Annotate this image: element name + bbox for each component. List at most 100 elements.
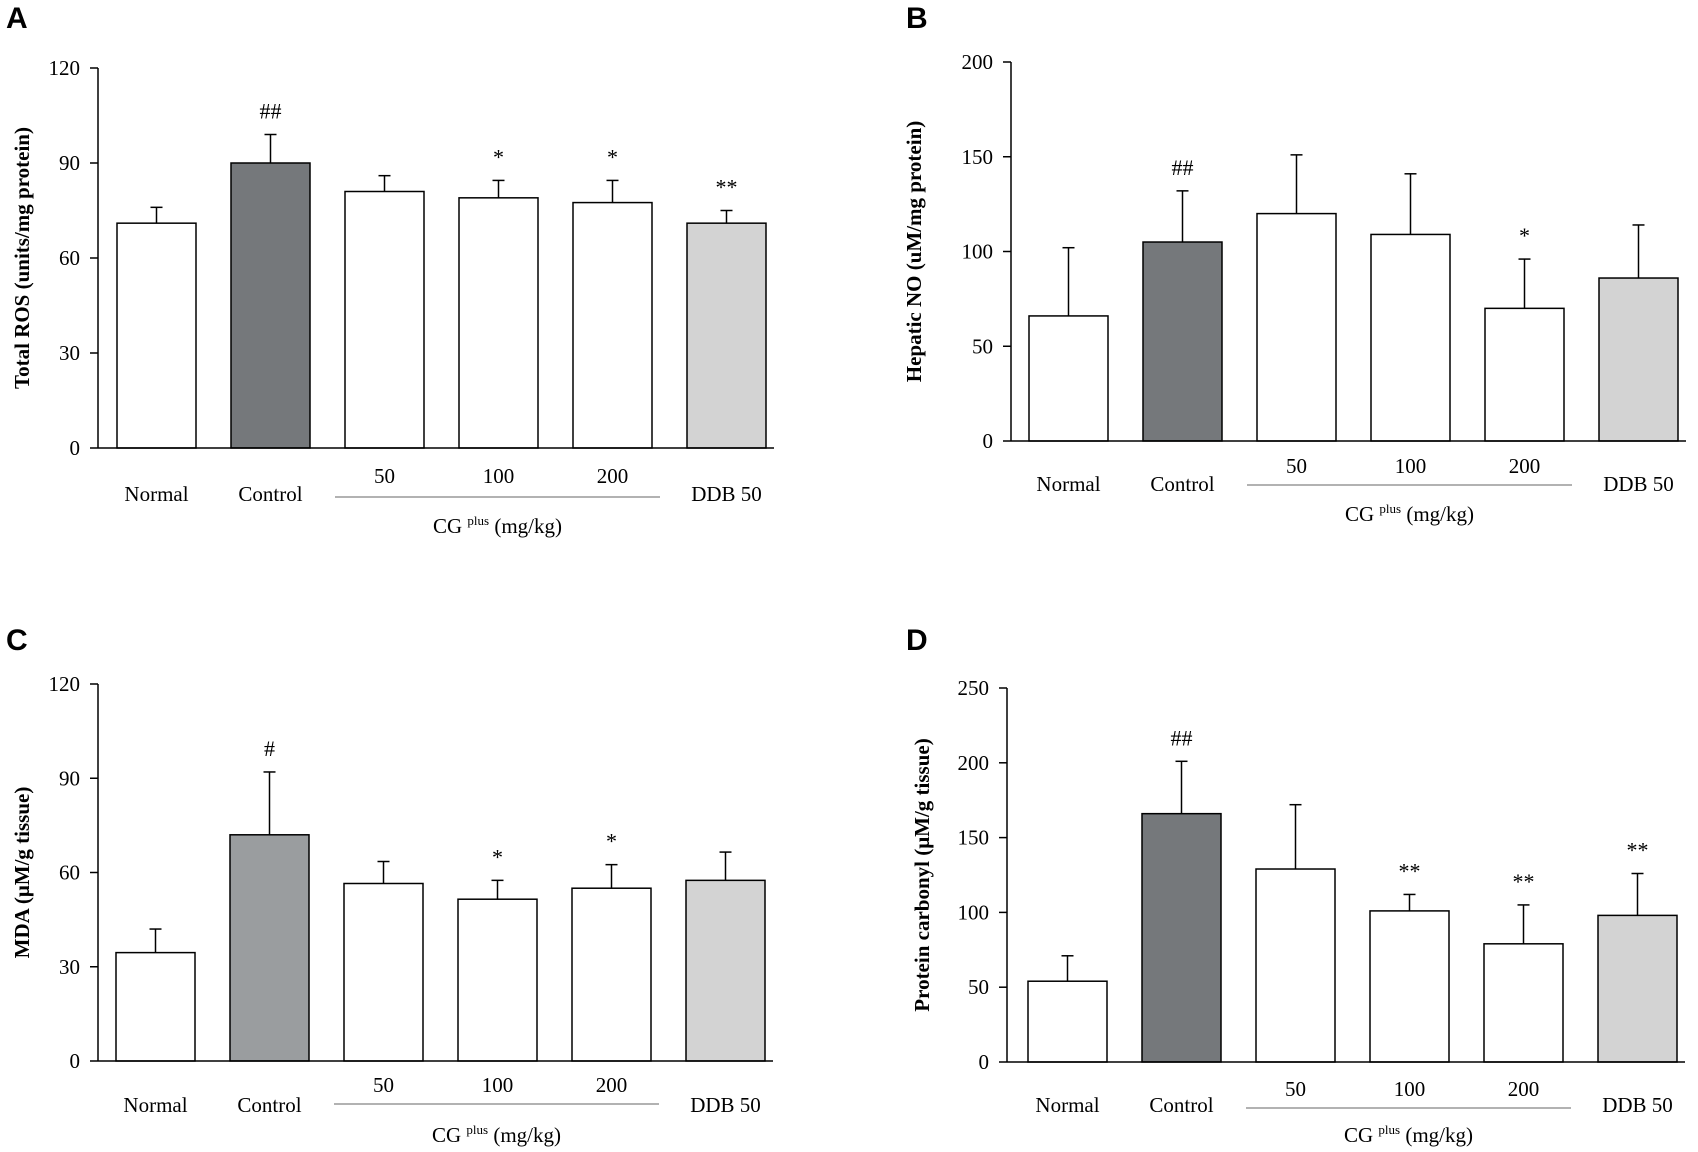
y-axis-label: MDA (μM/g tissue) bbox=[10, 787, 34, 959]
x-category-label: Normal bbox=[1036, 472, 1100, 496]
group-label-unit: (mg/kg) bbox=[488, 1123, 561, 1147]
significance-mark: ## bbox=[1172, 155, 1194, 180]
group-label-unit: (mg/kg) bbox=[1400, 1123, 1473, 1147]
bar bbox=[230, 162, 311, 449]
y-tick-label: 150 bbox=[962, 145, 994, 169]
bar bbox=[458, 197, 539, 449]
significance-mark: ** bbox=[1399, 858, 1421, 883]
y-tick-label: 120 bbox=[49, 56, 81, 80]
bar bbox=[1142, 241, 1223, 442]
x-category-label: Control bbox=[1149, 1093, 1213, 1117]
group-label: CG plus (mg/kg) bbox=[433, 513, 562, 538]
x-category-label: 200 bbox=[597, 464, 629, 488]
y-tick-label: 60 bbox=[59, 861, 80, 885]
group-label: CG plus (mg/kg) bbox=[1344, 1122, 1473, 1147]
y-tick-label: 0 bbox=[70, 436, 81, 460]
y-tick-label: 30 bbox=[59, 955, 80, 979]
y-tick-label: 150 bbox=[958, 826, 990, 850]
x-category-label: 200 bbox=[596, 1073, 628, 1097]
x-category-label: DDB 50 bbox=[691, 482, 762, 506]
y-tick-label: 100 bbox=[962, 240, 994, 264]
bar bbox=[229, 834, 310, 1062]
bar bbox=[457, 898, 538, 1062]
y-tick-label: 50 bbox=[972, 334, 993, 358]
y-tick-label: 100 bbox=[958, 900, 990, 924]
significance-mark: ## bbox=[260, 99, 282, 124]
bar bbox=[1598, 277, 1679, 442]
significance-mark: * bbox=[493, 144, 504, 169]
x-category-label: 100 bbox=[1395, 454, 1427, 478]
y-tick-label: 60 bbox=[59, 246, 80, 270]
bar bbox=[572, 201, 653, 449]
significance-mark: * bbox=[607, 144, 618, 169]
x-category-label: 50 bbox=[373, 1073, 394, 1097]
x-category-label: Control bbox=[1150, 472, 1214, 496]
significance-mark: ** bbox=[1513, 869, 1535, 894]
x-category-label: 100 bbox=[483, 464, 515, 488]
x-category-label: 50 bbox=[374, 464, 395, 488]
y-tick-label: 200 bbox=[958, 751, 990, 775]
x-category-label: 100 bbox=[1394, 1077, 1426, 1101]
significance-mark: ** bbox=[1627, 838, 1649, 863]
bar bbox=[686, 222, 767, 449]
panel-letter: B bbox=[906, 2, 928, 35]
group-label-superscript: plus bbox=[1378, 1122, 1400, 1137]
x-category-label: DDB 50 bbox=[1603, 472, 1674, 496]
bar bbox=[1483, 943, 1564, 1063]
x-category-label: 200 bbox=[1508, 1077, 1540, 1101]
panel-letter: D bbox=[906, 624, 928, 657]
y-tick-label: 0 bbox=[979, 1050, 990, 1074]
significance-mark: ** bbox=[716, 175, 738, 200]
x-category-label: 50 bbox=[1286, 454, 1307, 478]
x-category-label: Normal bbox=[123, 1093, 187, 1117]
x-category-label: Control bbox=[237, 1093, 301, 1117]
bar bbox=[1141, 812, 1222, 1063]
group-label-name: CG bbox=[433, 514, 467, 538]
y-tick-label: 90 bbox=[59, 151, 80, 175]
bar bbox=[685, 879, 766, 1062]
group-label-name: CG bbox=[432, 1123, 466, 1147]
y-axis-label: Total ROS (units/mg protein) bbox=[10, 127, 34, 389]
significance-mark: * bbox=[1519, 223, 1530, 248]
bar bbox=[1484, 307, 1565, 442]
significance-mark: # bbox=[264, 736, 275, 761]
y-tick-label: 90 bbox=[59, 766, 80, 790]
y-tick-label: 200 bbox=[962, 50, 994, 74]
y-axis-label: Protein carbonyl (μM/g tissue) bbox=[910, 738, 934, 1011]
y-tick-label: 50 bbox=[968, 975, 989, 999]
group-label: CG plus (mg/kg) bbox=[432, 1122, 561, 1147]
x-category-label: 200 bbox=[1509, 454, 1541, 478]
panel-d: D 0 50 100 150 200 250 Protein carbonyl (μM/g t… bbox=[906, 624, 1685, 1147]
x-category-label: DDB 50 bbox=[690, 1093, 761, 1117]
group-label-name: CG bbox=[1345, 502, 1379, 526]
bar bbox=[1027, 980, 1108, 1063]
panel-c: C 0 30 60 90 120 MDA (μM/g tissue) # * * Normal Con… bbox=[6, 624, 773, 1147]
y-tick-label: 0 bbox=[70, 1049, 81, 1073]
bar bbox=[115, 951, 196, 1062]
x-category-label: DDB 50 bbox=[1602, 1093, 1673, 1117]
bar bbox=[1370, 233, 1451, 442]
y-tick-label: 250 bbox=[958, 676, 990, 700]
panel-a: A 0 30 60 90 120 Total ROS (units/mg protein) #… bbox=[6, 2, 774, 538]
panel-letter: C bbox=[6, 624, 28, 657]
x-category-label: Control bbox=[238, 482, 302, 506]
bar bbox=[1028, 315, 1109, 442]
bar bbox=[1597, 914, 1678, 1063]
bar bbox=[344, 190, 425, 449]
x-category-label: 100 bbox=[482, 1073, 514, 1097]
group-label-superscript: plus bbox=[467, 513, 489, 528]
bar bbox=[343, 882, 424, 1062]
group-label-name: CG bbox=[1344, 1123, 1378, 1147]
bar bbox=[1369, 910, 1450, 1063]
x-category-label: Normal bbox=[124, 482, 188, 506]
group-label-superscript: plus bbox=[1379, 501, 1401, 516]
group-label-unit: (mg/kg) bbox=[489, 514, 562, 538]
bar bbox=[1255, 868, 1336, 1063]
y-tick-label: 30 bbox=[59, 341, 80, 365]
significance-mark: ## bbox=[1171, 725, 1193, 750]
y-tick-label: 0 bbox=[983, 429, 994, 453]
group-label-unit: (mg/kg) bbox=[1401, 502, 1474, 526]
bar bbox=[571, 887, 652, 1062]
x-category-label: 50 bbox=[1285, 1077, 1306, 1101]
y-tick-label: 120 bbox=[49, 672, 81, 696]
